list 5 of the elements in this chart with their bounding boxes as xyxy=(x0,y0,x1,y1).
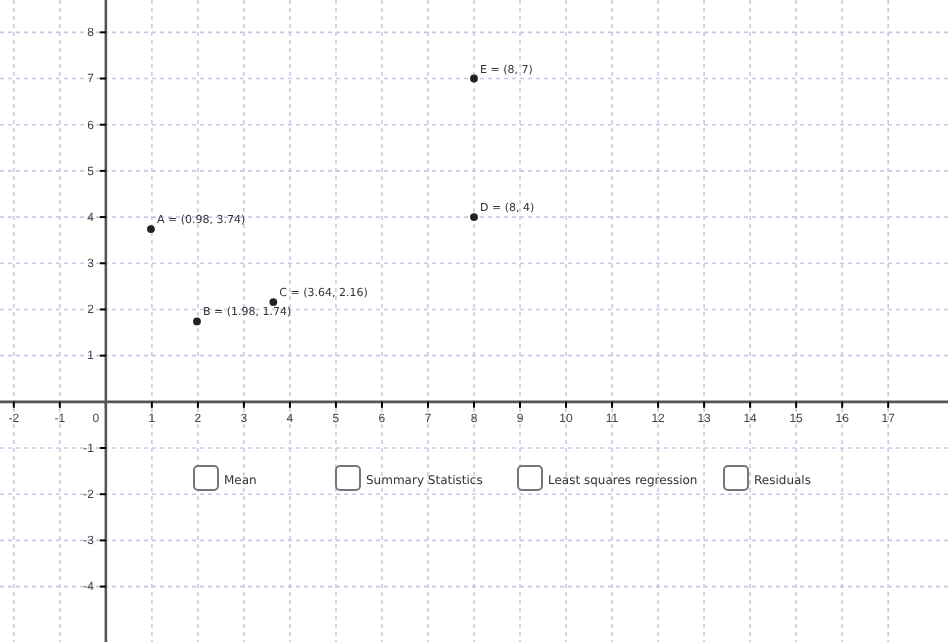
point xyxy=(470,74,478,83)
point xyxy=(193,317,201,326)
point xyxy=(470,213,478,221)
point xyxy=(147,225,155,233)
point xyxy=(269,298,278,306)
